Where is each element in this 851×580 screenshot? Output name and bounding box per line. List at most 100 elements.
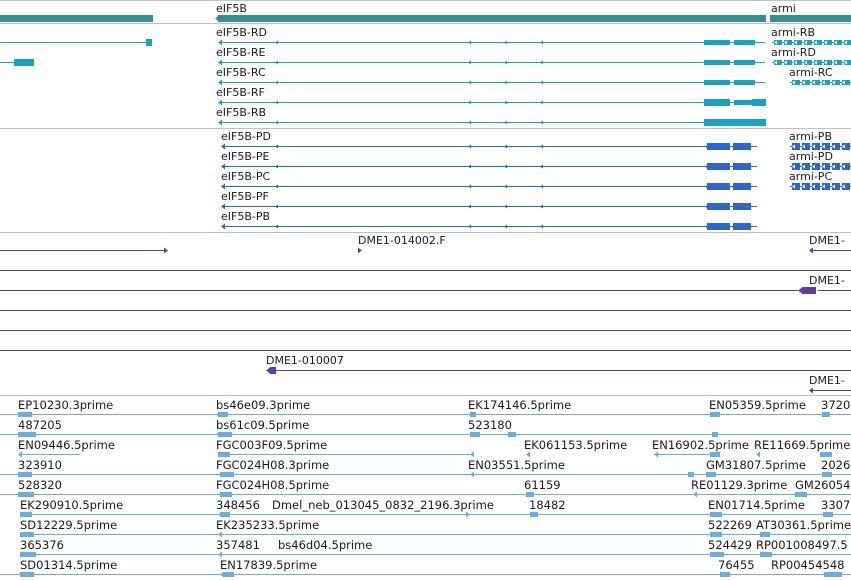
transcript-label[interactable]: armi-RB — [771, 26, 815, 39]
assembly-label[interactable]: DME1- — [809, 274, 845, 287]
clone-label[interactable]: EN01714.5prime — [708, 498, 805, 512]
clone-label[interactable]: RP001008497.5 — [756, 538, 848, 552]
clone-end-arrow — [470, 451, 474, 458]
clone-label[interactable]: EK174146.5prime — [468, 398, 572, 412]
exon-block — [792, 143, 800, 150]
transcript-label[interactable]: armi-RC — [789, 66, 833, 79]
clone-label[interactable]: 523180 — [468, 418, 512, 432]
clone-label[interactable]: EK061153.5prime — [524, 438, 628, 452]
strand-arrow — [844, 60, 847, 65]
transcript-label[interactable]: armi-RD — [771, 46, 816, 59]
clone-label[interactable]: 487205 — [18, 418, 62, 432]
clone-label[interactable]: EN17839.5prime — [220, 558, 317, 572]
clone-label[interactable]: EP10230.3prime — [18, 398, 114, 412]
strand-arrow — [842, 144, 845, 149]
exon-block — [734, 40, 752, 45]
strand-arrow — [844, 40, 847, 45]
clone-label[interactable]: AT30361.5prime — [756, 518, 851, 532]
strand-arrow — [468, 100, 471, 105]
exon-block — [792, 80, 800, 85]
assembly-label[interactable]: DME1- — [809, 234, 845, 247]
clone-label[interactable]: FGC024H08.5prime — [216, 478, 330, 492]
transcript-label[interactable]: eIF5B-RC — [216, 66, 266, 79]
exon-block — [704, 60, 730, 65]
protein-label[interactable]: armi-PD — [789, 150, 833, 163]
exon-block — [794, 60, 802, 65]
strand-arrow — [812, 80, 815, 85]
assembly-label[interactable]: DME1- — [809, 374, 845, 387]
protein-label[interactable]: armi-PC — [789, 170, 833, 183]
exon-block — [774, 40, 782, 45]
clone-label[interactable]: 348456 — [216, 498, 260, 512]
exon-block — [822, 80, 830, 85]
clone-label[interactable]: RP00454548 — [771, 558, 845, 572]
clone-end-block — [18, 412, 32, 417]
clone-label[interactable]: Dmel_neb_013045_0832_2196.3prime — [272, 498, 494, 512]
protein-label[interactable]: eIF5B-PE — [221, 150, 270, 163]
clone-label[interactable]: 323910 — [18, 458, 62, 472]
clone-label[interactable]: EN16902.5prime — [652, 438, 749, 452]
transcript-label[interactable]: eIF5B-RE — [216, 46, 266, 59]
clone-label[interactable]: RE01129.3prime — [691, 478, 788, 492]
clone-end-block — [822, 472, 832, 477]
clone-label[interactable]: SD01314.5prime — [20, 558, 118, 572]
protein-label[interactable]: eIF5B-PD — [221, 130, 271, 143]
clone-label[interactable]: SD12229.5prime — [20, 518, 118, 532]
clone-label[interactable]: 2026 — [821, 458, 851, 472]
clone-label[interactable]: bs46d04.5prime — [278, 538, 373, 552]
strand-arrow — [540, 80, 543, 85]
strand-arrow — [834, 60, 837, 65]
protein-label[interactable]: armi-PB — [789, 130, 832, 143]
clone-end-block — [530, 512, 538, 517]
clone-label[interactable]: 365376 — [20, 538, 64, 552]
protein-label[interactable]: eIF5B-PB — [221, 210, 271, 223]
clone-label[interactable]: 524429 — [708, 538, 752, 552]
assembly-label[interactable]: DME1-014002.F — [358, 234, 446, 247]
gene-label-eif5b[interactable]: eIF5B — [216, 2, 247, 15]
strand-arrow — [814, 40, 817, 45]
clone-label[interactable]: EK235233.5prime — [216, 518, 320, 532]
clone-label[interactable]: bs61c09.5prime — [216, 418, 310, 432]
transcript-label[interactable]: eIF5B-RF — [216, 86, 265, 99]
clone-end-block — [688, 472, 694, 477]
transcript-label[interactable]: eIF5B-RD — [216, 26, 267, 39]
clone-label[interactable]: 522269 — [708, 518, 752, 532]
clone-label[interactable]: RE11669.5prime — [754, 438, 851, 452]
clone-label[interactable]: EN09446.5prime — [18, 438, 115, 452]
clone-label[interactable]: GM31807.5prime — [706, 458, 806, 472]
clone-label[interactable]: FGC024H08.3prime — [216, 458, 330, 472]
strand-arrow — [275, 144, 278, 149]
clone-label[interactable]: EN05359.5prime — [709, 398, 806, 412]
exon-block — [733, 183, 751, 190]
gene-label-armi[interactable]: armi — [771, 2, 796, 15]
clone-label[interactable]: GM26054 — [795, 478, 851, 492]
transcript-label[interactable]: eIF5B-RB — [216, 106, 267, 119]
clone-label[interactable]: 76455 — [718, 558, 755, 572]
strand-arrow — [275, 120, 278, 125]
clone-label[interactable]: 357481 — [216, 538, 260, 552]
protein-label[interactable]: eIF5B-PC — [221, 170, 271, 183]
assembly-label[interactable]: DME1-010007 — [266, 354, 344, 367]
strand-arrow — [703, 59, 707, 66]
exon-block — [802, 287, 816, 294]
protein-label[interactable]: eIF5B-PF — [221, 190, 269, 203]
clone-label[interactable]: 3307 — [821, 498, 851, 512]
clone-label[interactable]: 18482 — [529, 498, 566, 512]
clone-label[interactable]: EN03551.5prime — [468, 458, 565, 472]
strand-arrow — [842, 184, 845, 189]
clone-label[interactable]: 61159 — [524, 478, 561, 492]
clone-end-block — [218, 412, 228, 417]
clone-label[interactable]: EK290910.5prime — [20, 498, 124, 512]
clone-end-block — [710, 412, 720, 417]
strand-arrow — [504, 164, 507, 169]
clone-end-arrow — [756, 451, 760, 458]
clone-label[interactable]: FGC003F09.5prime — [216, 438, 328, 452]
exon-block — [707, 183, 730, 190]
clone-label[interactable]: bs46e09.3prime — [216, 398, 311, 412]
track-separator — [0, 395, 851, 396]
clone-label[interactable]: 3720 — [821, 398, 851, 412]
strand-arrow — [275, 184, 278, 189]
clone-label[interactable]: 528320 — [18, 478, 62, 492]
strand-arrow — [540, 224, 543, 229]
